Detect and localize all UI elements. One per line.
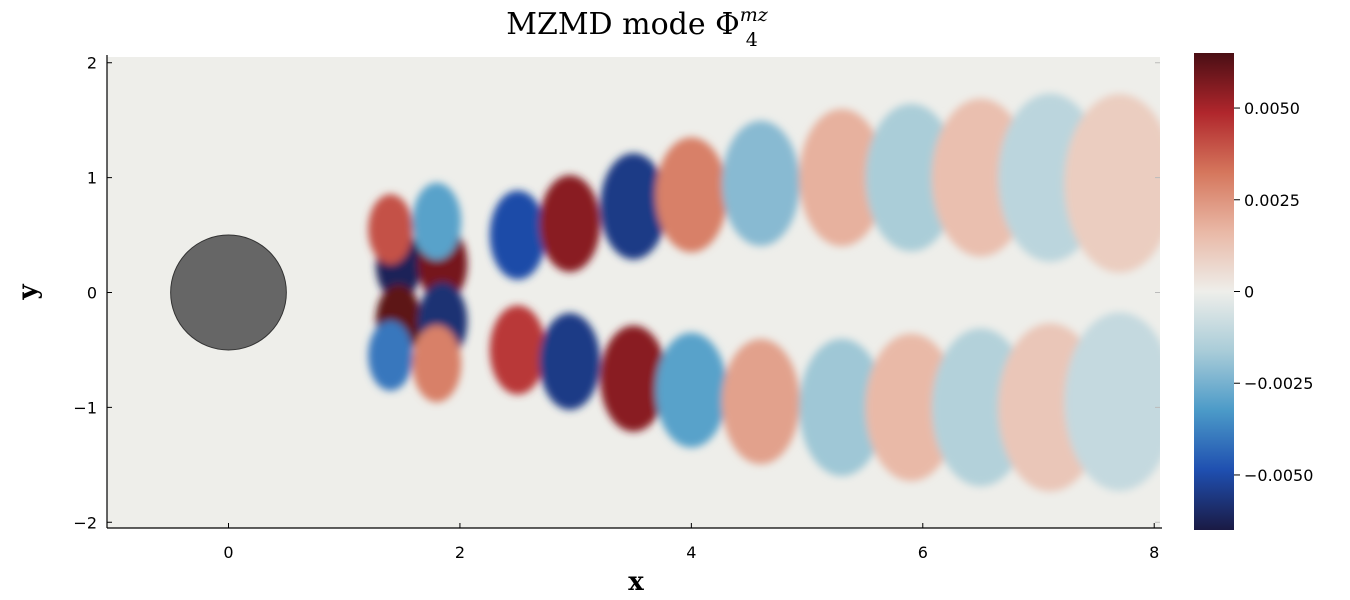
cylinder-obstacle: [170, 234, 287, 351]
field-lobe-6: [412, 182, 462, 260]
field-lobe-12: [600, 153, 667, 260]
field-lobe-18: [799, 108, 885, 247]
field-lobe-14: [655, 137, 728, 253]
x-tick-label: 2: [455, 543, 465, 562]
title-subscript: 4: [746, 29, 758, 51]
y-tick-label: 0: [87, 284, 97, 303]
x-tick-label: 8: [1149, 543, 1159, 562]
title-superscript: mz: [740, 4, 769, 26]
field-lobe-10: [539, 175, 601, 272]
cylinder-shape: [170, 234, 287, 351]
x-tick-label: 0: [223, 543, 233, 562]
field-lobe-13: [600, 325, 667, 432]
field-lobe-5: [368, 320, 413, 391]
field-lobe-20: [865, 103, 957, 252]
field-lobe-7: [412, 325, 462, 403]
field-lobe-15: [655, 332, 728, 448]
axes-frame: [106, 55, 1162, 529]
y-tick-label: −1: [73, 398, 97, 417]
field-lobe-11: [539, 313, 601, 410]
colorbar-tick-label: 0.0025: [1244, 191, 1300, 210]
colorbar-tick-label: −0.0050: [1244, 466, 1313, 485]
colorbar-ticks: 0.0050 0.0025 0 −0.0025 −0.0050: [1234, 99, 1313, 485]
field-lobe-19: [799, 338, 885, 477]
chart-title: MZMD mode Φmz 4: [506, 4, 768, 51]
field-lobe-4: [368, 194, 413, 265]
field-lobe-17: [721, 339, 800, 465]
field-lobe-21: [865, 333, 957, 482]
colorbar: [1194, 53, 1234, 530]
field-lobe-27: [1064, 312, 1160, 491]
colorbar-tick-label: 0: [1244, 283, 1254, 302]
y-tick-label: 2: [87, 54, 97, 73]
y-tick-label: −2: [73, 513, 97, 532]
title-main: MZMD mode Φ: [506, 7, 739, 42]
field-lobe-16: [721, 120, 800, 246]
y-axis-label: y: [13, 284, 43, 301]
y-tick-label: 1: [87, 169, 97, 188]
field-lobe-8: [489, 190, 546, 280]
field-lobe-26: [1064, 94, 1160, 273]
field-lobe-9: [489, 305, 546, 395]
colorbar-tick-label: −0.0025: [1244, 374, 1313, 393]
x-tick-label: 4: [686, 543, 696, 562]
vorticity-field: [368, 93, 1160, 492]
y-axis-ticks: 2 1 0 −1 −2: [73, 54, 1160, 532]
x-axis-label: x: [628, 567, 644, 597]
colorbar-tick-label: 0.0050: [1244, 99, 1300, 118]
x-axis-ticks: 0 2 4 6 8: [223, 523, 1159, 562]
x-tick-label: 6: [918, 543, 928, 562]
